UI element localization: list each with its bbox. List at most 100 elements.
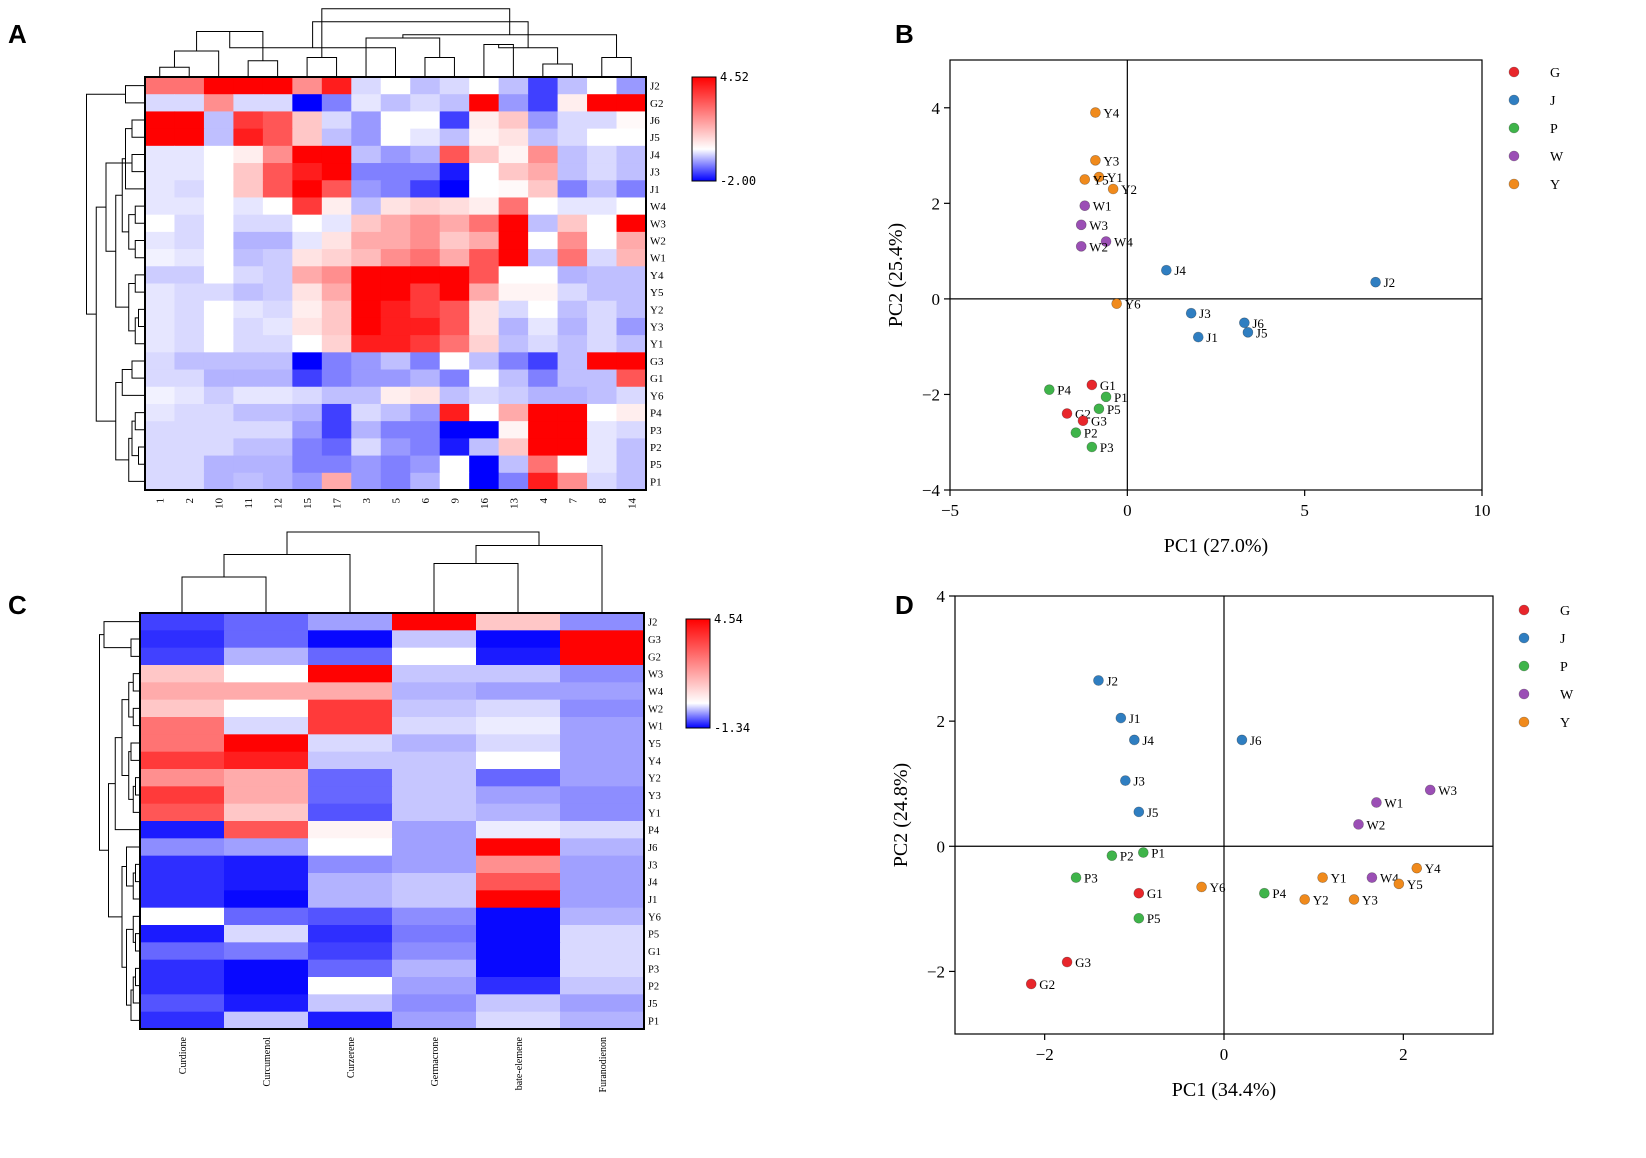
heatmap-cell: [203, 335, 235, 353]
heatmap-row-label: Y2: [650, 304, 663, 316]
heatmap-cell: [616, 317, 647, 336]
heatmap-cell: [557, 438, 588, 457]
heatmap-cell: [380, 335, 411, 353]
y-tick-label: −2: [922, 385, 940, 404]
heatmap-cell: [439, 94, 470, 113]
heatmap-cell: [392, 873, 477, 891]
heatmap-cell: [308, 665, 393, 683]
heatmap-cell: [351, 403, 382, 422]
heatmap-cell: [308, 717, 393, 735]
heatmap-cell: [351, 163, 382, 181]
point-label: P2: [1084, 426, 1098, 441]
heatmap-row-label: W2: [650, 236, 666, 248]
heatmap-cell: [145, 180, 176, 199]
heatmap-col-label: 11: [243, 498, 255, 509]
heatmap-cell: [203, 128, 235, 147]
heatmap-a: J2 G2 J6 J5 J4 J3 J1 W4 W3 W2 W1 Y4 Y5 Y2 Y3 Y1 G3 G1 Y6 P4…: [86, 8, 756, 509]
heatmap-cell: [321, 231, 352, 250]
heatmap-cell: [380, 180, 411, 199]
heatmap-cell: [469, 283, 500, 302]
legend-label: W: [1560, 688, 1574, 703]
heatmap-cell: [410, 335, 441, 353]
heatmap-cell: [262, 231, 293, 250]
heatmap-cell: [351, 145, 382, 164]
heatmap-cell: [469, 369, 500, 388]
heatmap-cell: [321, 300, 352, 319]
heatmap-cell: [587, 77, 618, 95]
heatmap-cell: [292, 335, 323, 353]
heatmap-cell: [560, 751, 645, 770]
heatmap-cell: [410, 197, 441, 216]
heatmap-cell: [292, 77, 323, 95]
heatmap-cell: [233, 77, 264, 95]
scatter-point: [1411, 862, 1423, 874]
heatmap-cell: [587, 438, 618, 457]
heatmap-cell: [380, 317, 411, 336]
heatmap-row-label: Y2: [648, 774, 661, 785]
dendrogram-branch: [286, 531, 540, 555]
x-tick-label: −5: [941, 501, 959, 520]
heatmap-cell: [224, 613, 309, 631]
heatmap-cell: [292, 145, 323, 164]
dendrogram-branch: [134, 239, 145, 259]
heatmap-row-label: P5: [648, 930, 659, 941]
point-label: W1: [1093, 199, 1112, 214]
heatmap-cell: [476, 821, 561, 839]
heatmap-cell: [616, 94, 647, 113]
heatmap-row-label: G1: [648, 947, 661, 958]
scatter-point: [1107, 183, 1119, 195]
heatmap-row-label: J1: [648, 895, 657, 906]
heatmap-cell: [392, 630, 477, 649]
legend-label: G: [1560, 604, 1570, 619]
heatmap-cell: [321, 317, 352, 336]
heatmap-cell: [498, 369, 529, 388]
heatmap-cell: [410, 352, 441, 371]
heatmap-cell: [224, 751, 309, 770]
point-label: P4: [1057, 383, 1071, 398]
heatmap-col-label: 3: [361, 498, 373, 504]
heatmap-col-label: bate-elemene: [514, 1036, 525, 1090]
heatmap-cell: [380, 438, 411, 457]
heatmap-cell: [392, 821, 477, 839]
heatmap-cell: [469, 180, 500, 199]
scatter-point: [1070, 872, 1082, 883]
heatmap-a-row-dendrogram: [86, 85, 145, 482]
heatmap-cell: [528, 77, 559, 95]
legend-marker: [1508, 122, 1520, 134]
heatmap-cell: [321, 249, 352, 267]
heatmap-cell: [557, 266, 588, 285]
heatmap-cell: [587, 421, 618, 439]
heatmap-cell: [292, 352, 323, 371]
heatmap-cell: [321, 145, 352, 164]
legend-marker: [1518, 660, 1530, 672]
heatmap-cell: [380, 472, 411, 491]
heatmap-cell: [174, 231, 205, 250]
heatmap-cell: [140, 613, 225, 631]
heatmap-cell: [392, 647, 477, 666]
dendrogram-branch: [306, 57, 338, 77]
heatmap-cell: [528, 369, 559, 388]
heatmap-cell: [469, 94, 500, 113]
heatmap-cell: [587, 352, 618, 371]
heatmap-cell: [321, 180, 352, 199]
heatmap-cell: [557, 145, 588, 164]
heatmap-cell: [392, 855, 477, 874]
heatmap-cell: [476, 630, 561, 649]
heatmap-cell: [557, 283, 588, 302]
heatmap-cell: [528, 266, 559, 285]
heatmap-c-col-dendrogram: [181, 531, 603, 613]
heatmap-cell: [616, 369, 647, 388]
dendrogram-branch: [125, 85, 145, 104]
heatmap-row-label: Y4: [648, 756, 662, 767]
scatter-point: [1393, 878, 1405, 890]
heatmap-cell: [528, 111, 559, 130]
heatmap-cell: [528, 317, 559, 336]
heatmap-cell: [616, 335, 647, 353]
heatmap-cell: [498, 197, 529, 216]
heatmap-cell: [476, 751, 561, 770]
heatmap-cell: [469, 335, 500, 353]
legend-label: P: [1550, 122, 1558, 137]
heatmap-cell: [439, 128, 470, 147]
